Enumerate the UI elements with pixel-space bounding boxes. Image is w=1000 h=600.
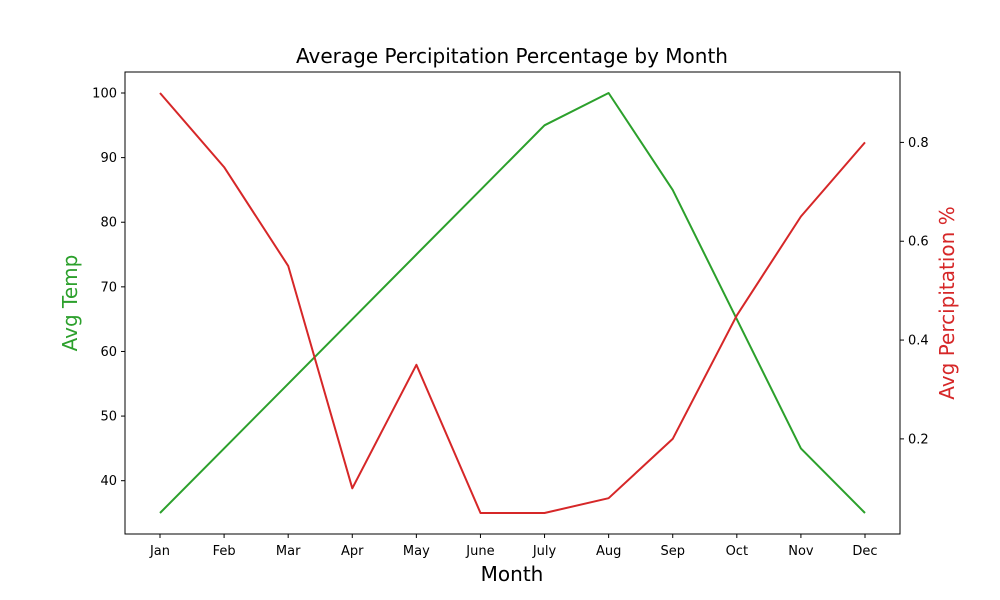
y-right-tick-label: 0.6 [908,235,929,250]
y-left-tick-label: 100 [92,87,117,102]
x-tick-label: Nov [788,544,814,559]
x-axis-label: Month [481,562,544,586]
x-tick-label: Aug [596,544,621,559]
x-tick-label: Dec [852,544,877,559]
series-layer [159,92,866,514]
x-tick-label: Sep [660,544,685,559]
y-right-tick-label: 0.4 [908,334,929,349]
y-left-tick-label: 80 [100,216,117,231]
precipitation-series-line [159,92,866,514]
y-left-tick-label: 90 [100,151,117,166]
y-right-tick-label: 0.8 [908,136,929,151]
x-tick-label: Mar [276,544,301,559]
y-right-tick-label: 0.2 [908,432,929,447]
x-tick-label: June [465,544,494,559]
y-left-axis-label: Avg Temp [58,255,82,352]
y-left-tick-label: 50 [100,410,117,425]
y-right-axis-label: Avg Percipitation % [935,206,959,399]
x-axis-ticks: Jan Feb Mar Apr May June July Aug Sep Oct Nov Dec [149,534,878,559]
x-tick-label: Jan [149,544,170,559]
x-tick-label: Feb [213,544,236,559]
chart-title: Average Percipitation Percentage by Mont… [296,44,728,68]
temperature-series-line [159,92,866,514]
y-left-axis-ticks: 40 50 60 70 80 90 100 [92,87,125,489]
x-tick-label: Apr [341,544,364,559]
x-tick-label: May [403,544,430,559]
plot-frame [124,71,901,535]
x-tick-label: Oct [726,544,748,559]
y-right-axis-ticks: 0.2 0.4 0.6 0.8 [900,136,929,447]
y-left-tick-label: 70 [100,280,117,295]
x-tick-label: July [532,544,557,559]
y-left-tick-label: 40 [100,474,117,489]
y-left-tick-label: 60 [100,345,117,360]
